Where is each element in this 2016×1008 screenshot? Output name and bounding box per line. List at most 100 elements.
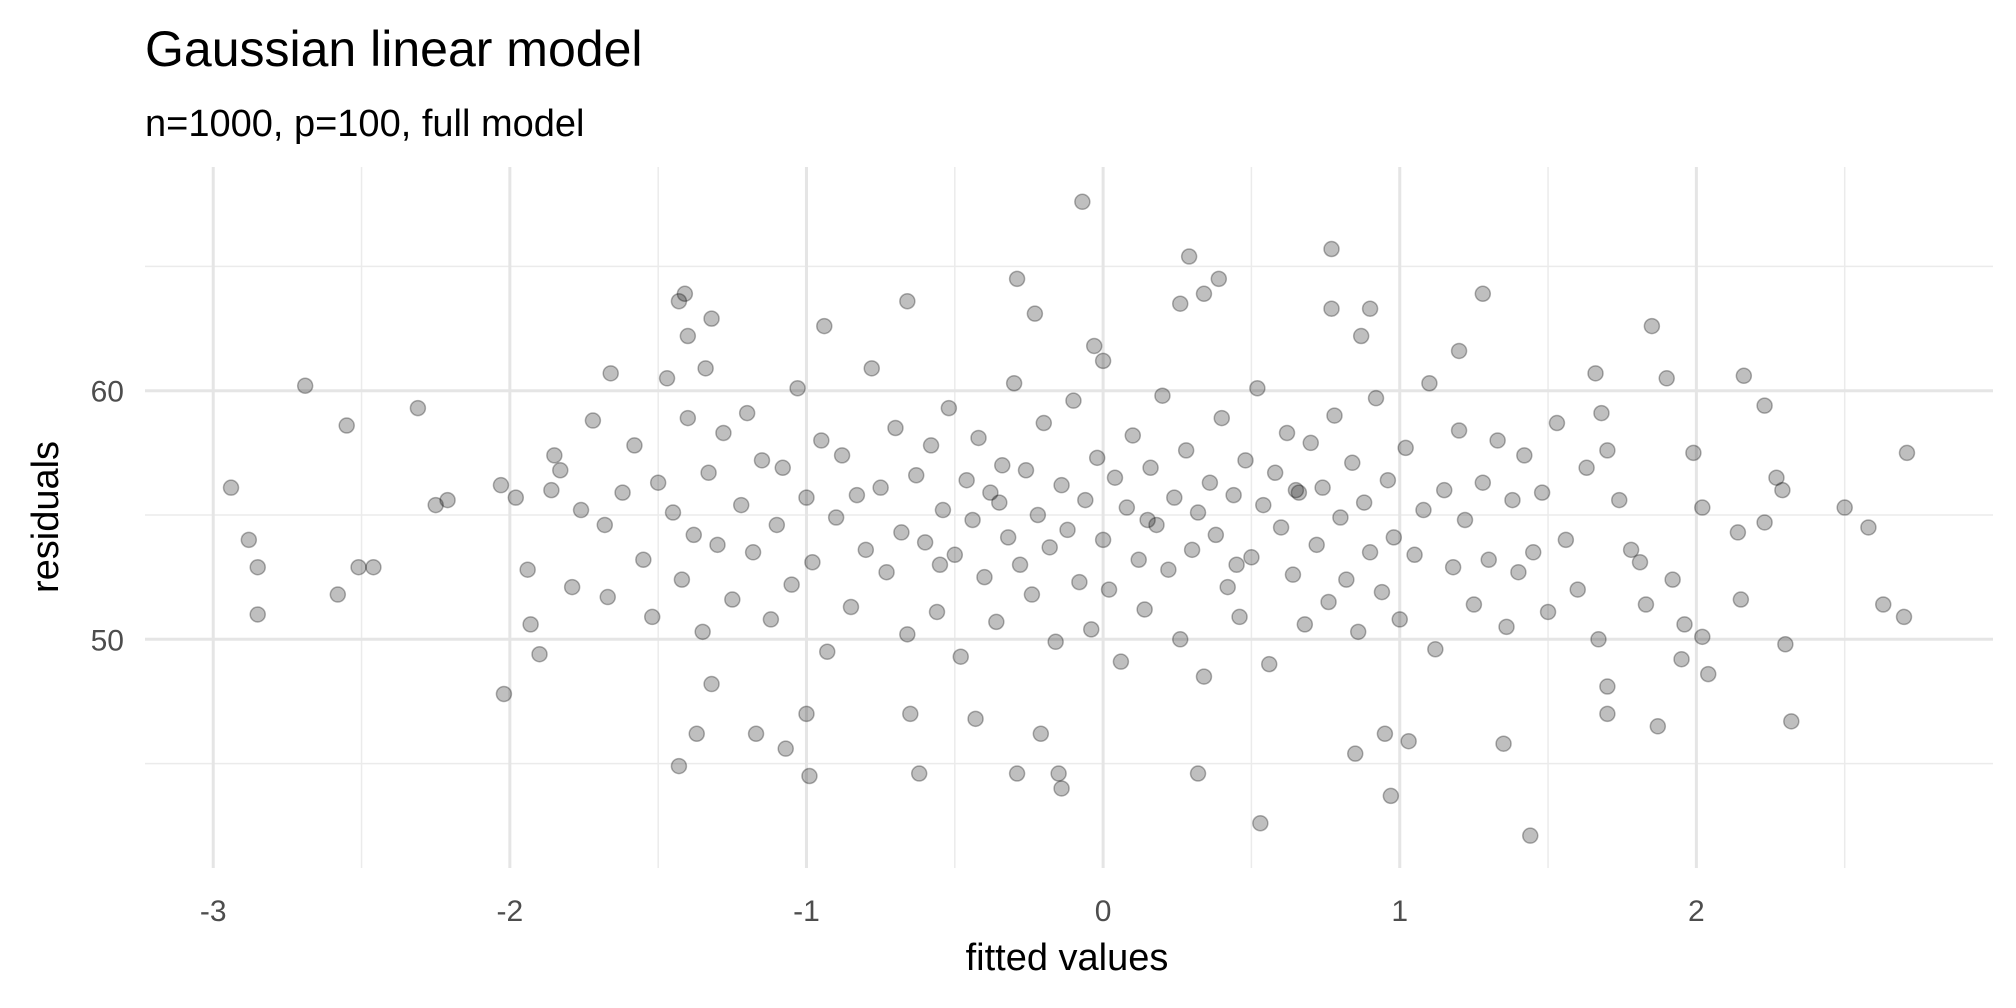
data-point — [1699, 665, 1717, 683]
data-point — [552, 462, 569, 479]
data-point — [1278, 424, 1296, 442]
data-point — [522, 616, 539, 633]
data-point — [1074, 193, 1091, 211]
data-point — [1228, 556, 1245, 573]
data-point — [599, 588, 616, 606]
data-point — [688, 725, 705, 743]
data-point — [670, 292, 688, 310]
data-point — [1041, 539, 1058, 556]
data-point — [543, 481, 560, 499]
data-point — [1777, 636, 1794, 653]
data-point — [439, 491, 456, 509]
data-point — [1587, 365, 1604, 382]
data-point — [679, 327, 697, 345]
data-point — [732, 496, 750, 514]
data-point — [1510, 563, 1527, 581]
data-point — [1474, 285, 1492, 303]
data-point — [1053, 476, 1070, 494]
data-point — [1397, 439, 1414, 457]
data-point — [1649, 718, 1667, 735]
data-point — [658, 370, 676, 387]
data-point — [804, 553, 821, 571]
data-point — [999, 529, 1017, 546]
data-point — [1516, 447, 1533, 464]
data-point — [1524, 544, 1542, 561]
data-point — [1400, 732, 1417, 750]
data-point — [1379, 471, 1397, 489]
data-point — [1183, 541, 1201, 559]
data-point — [1100, 581, 1118, 598]
data-point — [679, 409, 697, 427]
data-point — [1314, 479, 1331, 496]
data-point — [635, 551, 652, 569]
data-point — [249, 558, 266, 576]
data-point — [1569, 581, 1586, 598]
data-point — [946, 546, 964, 564]
data-point — [798, 705, 815, 723]
data-point — [863, 360, 880, 377]
data-point — [1768, 469, 1785, 486]
data-point — [827, 509, 845, 526]
data-point — [427, 496, 444, 514]
data-point — [768, 516, 786, 534]
data-point — [1011, 556, 1029, 573]
x-axis-ticks: -3 -2 -1 0 1 2 — [200, 895, 1705, 928]
data-point — [519, 561, 536, 578]
data-point — [700, 464, 717, 482]
data-point — [1435, 481, 1453, 499]
data-point — [584, 412, 602, 429]
data-point — [1599, 705, 1616, 723]
data-point — [952, 648, 969, 665]
data-point — [902, 705, 919, 723]
data-point — [1255, 496, 1272, 514]
data-point — [1124, 427, 1142, 444]
data-point — [1349, 623, 1367, 641]
data-point — [762, 611, 780, 628]
data-point — [1320, 593, 1337, 611]
data-point — [857, 541, 875, 559]
data-point — [1225, 486, 1242, 504]
data-point — [1385, 529, 1403, 546]
data-point — [1195, 668, 1213, 685]
data-point — [724, 591, 741, 608]
x-tick-label: 2 — [1688, 895, 1705, 928]
data-point — [1302, 434, 1320, 452]
data-point — [1094, 352, 1112, 370]
data-point — [887, 419, 904, 437]
data-point — [1139, 511, 1156, 529]
data-point — [928, 603, 946, 621]
data-point — [1136, 601, 1153, 618]
data-point — [338, 417, 355, 434]
data-point — [964, 511, 981, 529]
y-axis-title: residuals — [25, 441, 67, 593]
chart-subtitle: n=1000, p=100, full model — [145, 103, 584, 145]
data-point — [1860, 519, 1877, 536]
data-point — [1032, 725, 1050, 743]
y-tick-label: 50 — [91, 624, 124, 657]
data-point — [546, 447, 563, 464]
data-point — [842, 598, 860, 616]
data-point — [1272, 519, 1290, 536]
data-point — [1489, 432, 1506, 449]
data-point — [1450, 342, 1468, 360]
data-point — [249, 606, 266, 623]
data-point — [1895, 608, 1913, 626]
data-point — [1578, 459, 1595, 477]
data-point — [1050, 765, 1067, 782]
data-point — [1599, 678, 1616, 695]
data-point — [643, 608, 661, 626]
data-point — [222, 479, 240, 496]
data-point — [1676, 616, 1693, 633]
data-point — [994, 457, 1011, 474]
data-point — [1035, 414, 1053, 432]
data-point — [1673, 650, 1690, 668]
data-point — [1290, 484, 1308, 501]
data-point — [329, 586, 347, 603]
data-point — [1085, 337, 1103, 355]
data-point — [1023, 586, 1041, 603]
data-point — [1756, 397, 1773, 414]
data-point — [798, 489, 815, 506]
data-point — [1094, 531, 1112, 549]
data-point — [1465, 596, 1483, 613]
data-point — [747, 725, 765, 743]
